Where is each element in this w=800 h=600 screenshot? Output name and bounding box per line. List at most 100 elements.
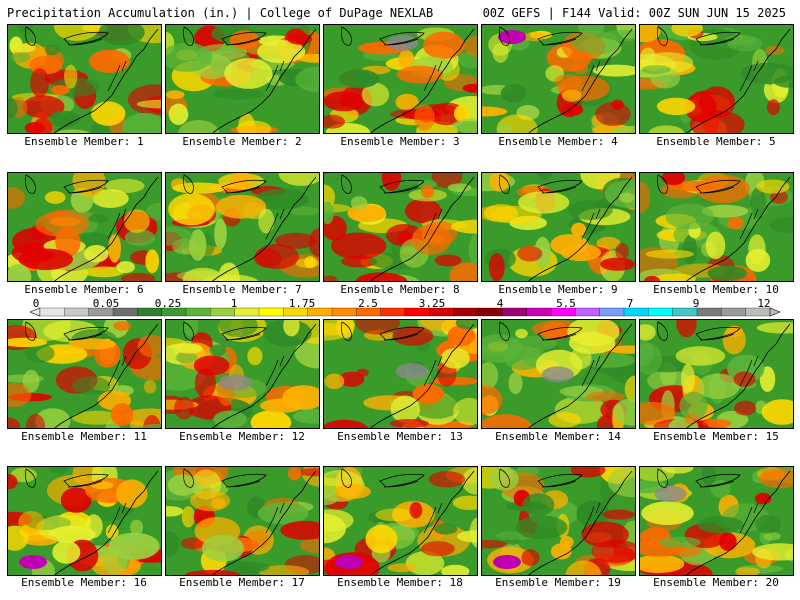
member-label: Ensemble Member: 12: [179, 430, 305, 443]
precip-blob: [671, 25, 703, 37]
precip-blob: [45, 44, 60, 56]
precip-blob: [224, 58, 273, 89]
precip-blob: [330, 232, 387, 260]
precip-blob: [727, 35, 763, 52]
precip-blob: [387, 563, 417, 573]
lake-outline: [63, 473, 109, 488]
member-label: Ensemble Member: 19: [495, 576, 621, 589]
precip-blob: [595, 101, 631, 126]
lake-outline: [499, 26, 510, 46]
coastline: [54, 323, 159, 428]
precip-map: [482, 25, 635, 133]
precip-blob: [105, 178, 145, 194]
precip-blob: [640, 343, 662, 375]
colorbar-tick-label: 9: [692, 297, 700, 310]
precip-blob: [665, 203, 714, 230]
member-label: Ensemble Member: 10: [653, 283, 779, 296]
lake-outline: [537, 326, 583, 341]
colorbar-swatch: [599, 307, 625, 317]
lake-outline: [63, 179, 109, 194]
precip-blob: [645, 249, 694, 259]
precip-blob: [213, 88, 264, 100]
precip-map: [8, 320, 161, 428]
coastline: [686, 28, 791, 133]
lake-outline: [341, 321, 352, 341]
precip-blob: [365, 524, 398, 554]
member-label: Ensemble Member: 17: [179, 576, 305, 589]
precip-blob: [565, 560, 602, 575]
ensemble-panel: [7, 172, 162, 282]
precip-blob: [105, 524, 119, 540]
precip-blob: [600, 257, 635, 271]
ensemble-panel: [639, 24, 794, 134]
colorbar-tick-label: 0.25: [154, 297, 182, 310]
ensemble-panel: [7, 319, 162, 429]
precip-blob: [396, 65, 444, 84]
colorbar-swatch: [721, 307, 747, 317]
member-label: Ensemble Member: 11: [21, 430, 147, 443]
lake-outline: [499, 321, 510, 341]
precip-blob: [769, 217, 793, 234]
precip-blob: [412, 384, 445, 404]
precip-blob: [174, 396, 195, 420]
bay-outline: [107, 208, 127, 240]
precip-map: [482, 173, 635, 281]
precip-blob: [576, 500, 610, 528]
member-label: Ensemble Member: 5: [656, 135, 776, 148]
lake-outline: [537, 31, 583, 46]
heavy-precip-blob: [493, 555, 521, 569]
precip-blob: [722, 325, 746, 355]
precip-blob: [653, 273, 696, 281]
precip-blob: [562, 89, 582, 102]
bay-outline: [423, 355, 443, 387]
precip-blob: [88, 49, 130, 73]
run-info: 00Z GEFS | F144 Valid: 00Z SUN JUN 15 20…: [482, 6, 786, 20]
precip-blob: [334, 484, 371, 499]
precip-blob: [453, 397, 477, 426]
precip-blob: [283, 320, 300, 337]
precip-blob: [52, 540, 81, 564]
precip-blob: [121, 272, 156, 281]
page-title: Precipitation Accumulation (in.) | Colle…: [7, 6, 434, 20]
precip-blob: [482, 106, 508, 117]
lake-outline: [537, 179, 583, 194]
precip-blob: [324, 91, 365, 112]
precip-blob: [662, 467, 694, 474]
coastline: [212, 28, 317, 133]
ensemble-panel: [481, 319, 636, 429]
precip-blob: [451, 219, 477, 234]
precip-blob: [389, 419, 429, 428]
precip-map: [166, 467, 319, 575]
precip-blob: [524, 31, 545, 42]
precip-blob: [571, 30, 620, 55]
precip-blob: [166, 506, 184, 517]
lake-outline: [25, 26, 36, 46]
lake-outline: [221, 31, 267, 46]
coastline: [370, 28, 475, 133]
light-precip-blob: [654, 485, 687, 502]
precip-blob: [395, 93, 419, 111]
bay-outline: [107, 502, 127, 534]
coastline: [212, 470, 317, 575]
coastline: [54, 470, 159, 575]
member-label: Ensemble Member: 14: [495, 430, 621, 443]
lake-outline: [499, 174, 510, 194]
precip-blob: [324, 201, 334, 225]
precip-blob: [178, 120, 220, 133]
precip-blob: [176, 343, 203, 354]
precip-blob: [640, 554, 685, 574]
precip-blob: [684, 412, 699, 425]
bay-outline: [265, 502, 285, 534]
lake-outline: [657, 174, 668, 194]
precip-blob: [172, 182, 227, 194]
precip-blob: [612, 398, 635, 426]
colorbar-tick-label: 0.05: [92, 297, 120, 310]
precip-blob: [295, 66, 319, 93]
precip-blob: [497, 123, 513, 133]
precip-blob: [409, 502, 423, 519]
precip-blob: [461, 467, 477, 495]
precip-blob: [554, 74, 582, 90]
precip-blob: [190, 490, 231, 512]
precip-blob: [640, 181, 650, 213]
bay-outline: [423, 60, 443, 92]
